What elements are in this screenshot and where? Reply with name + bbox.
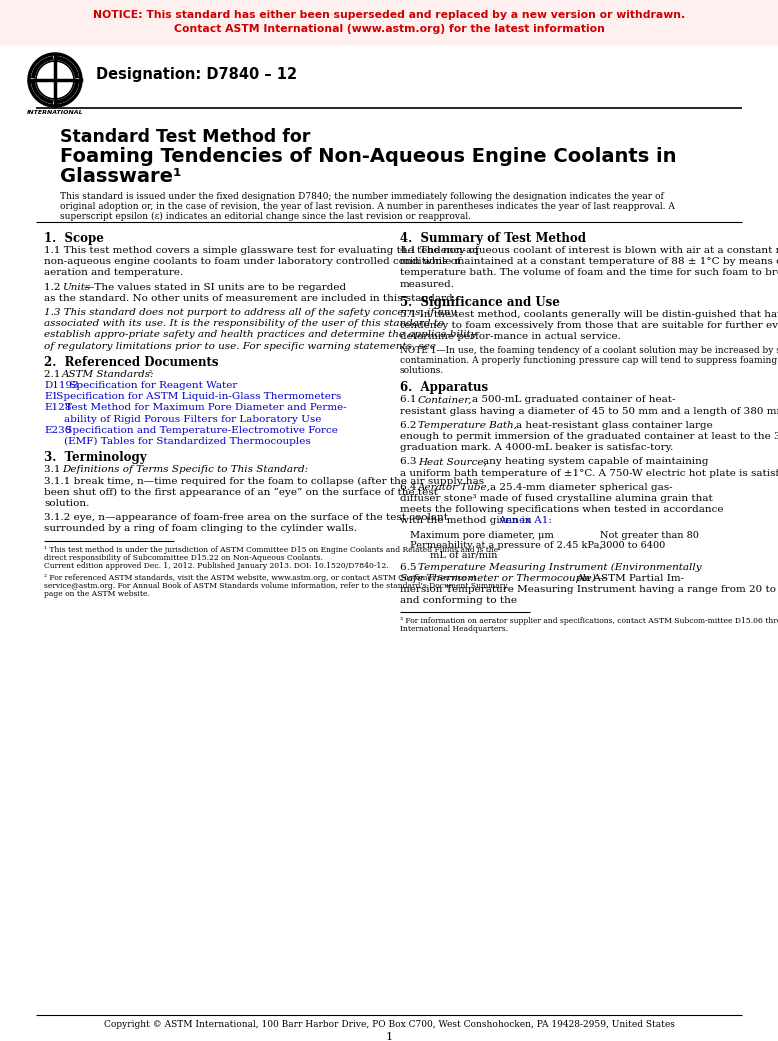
Text: 2.  Referenced Documents: 2. Referenced Documents	[44, 356, 219, 369]
Text: Specification for ASTM Liquid-in-Glass Thermometers: Specification for ASTM Liquid-in-Glass T…	[54, 392, 342, 401]
Text: E1: E1	[44, 392, 58, 401]
Text: D1193: D1193	[44, 381, 79, 390]
Text: 3.1: 3.1	[44, 465, 67, 475]
Text: mersion Temperature Measuring Instrument having a range from 20 to 150°C (0 to 3: mersion Temperature Measuring Instrument…	[400, 585, 778, 594]
Text: 2.1: 2.1	[44, 370, 67, 379]
Text: 4.  Summary of Test Method: 4. Summary of Test Method	[400, 232, 586, 245]
Text: a 500-mL graduated container of heat-: a 500-mL graduated container of heat-	[472, 396, 675, 404]
Text: page on the ASTM website.: page on the ASTM website.	[44, 590, 150, 599]
Text: Aerator Tube,: Aerator Tube,	[418, 483, 491, 491]
Text: NOTE 1—In use, the foaming tendency of a coolant solution may be increased by se: NOTE 1—In use, the foaming tendency of a…	[400, 347, 778, 355]
Text: superscript epsilon (ε) indicates an editorial change since the last revision or: superscript epsilon (ε) indicates an edi…	[60, 212, 471, 221]
Text: been shut off) to the first appearance of an “eye” on the surface of the test: been shut off) to the first appearance o…	[44, 487, 438, 497]
Text: NOTICE: This standard has either been superseded and replaced by a new version o: NOTICE: This standard has either been su…	[93, 10, 685, 20]
Text: 6.4: 6.4	[400, 483, 423, 491]
Text: 1.2: 1.2	[44, 282, 67, 291]
Text: International Headquarters.: International Headquarters.	[400, 626, 508, 633]
Text: solutions.: solutions.	[400, 366, 444, 376]
Text: (EMF) Tables for Standardized Thermocouples: (EMF) Tables for Standardized Thermocoup…	[64, 437, 310, 447]
Text: ²: ²	[149, 370, 152, 378]
Text: original adoption or, in the case of revision, the year of last revision. A numb: original adoption or, in the case of rev…	[60, 202, 675, 211]
Text: 4.1 The non-aqueous coolant of interest is blown with air at a constant rate for: 4.1 The non-aqueous coolant of interest …	[400, 246, 778, 255]
Text: Temperature Measuring Instrument (Environmentally: Temperature Measuring Instrument (Enviro…	[418, 562, 702, 572]
Text: a 25.4-mm diameter spherical gas-: a 25.4-mm diameter spherical gas-	[490, 483, 673, 491]
Text: a uniform bath temperature of ±1°C. A 750-W electric hot plate is satisfactory.: a uniform bath temperature of ±1°C. A 75…	[400, 468, 778, 478]
Text: 6.1: 6.1	[400, 396, 423, 404]
Text: Safe Thermometer or Thermocouple)—: Safe Thermometer or Thermocouple)—	[400, 574, 606, 583]
Text: enough to permit immersion of the graduated container at least to the 350-mL: enough to permit immersion of the gradua…	[400, 432, 778, 441]
Text: solution.: solution.	[44, 499, 89, 508]
Text: of regulatory limitations prior to use. For specific warning statements, see: of regulatory limitations prior to use. …	[44, 341, 436, 351]
Text: Specification and Temperature-Electromotive Force: Specification and Temperature-Electromot…	[61, 426, 338, 435]
Text: ASTM Standards:: ASTM Standards:	[62, 370, 155, 379]
Text: Specification for Reagent Water: Specification for Reagent Water	[66, 381, 237, 390]
Text: and conforming to the: and conforming to the	[400, 596, 517, 605]
Text: 3.1.1 break time, n—time required for the foam to collapse (after the air supply: 3.1.1 break time, n—time required for th…	[44, 477, 484, 485]
Text: 6.5: 6.5	[400, 562, 423, 572]
Text: ¹ This test method is under the jurisdiction of ASTM Committee D15 on Engine Coo: ¹ This test method is under the jurisdic…	[44, 547, 498, 555]
Text: determine perfor‐mance in actual service.: determine perfor‐mance in actual service…	[400, 332, 621, 341]
Text: 1.3 This standard does not purport to address all of the safety concerns, if any: 1.3 This standard does not purport to ad…	[44, 308, 458, 318]
Text: Standard Test Method for: Standard Test Method for	[60, 128, 310, 146]
Text: aeration and temperature.: aeration and temperature.	[44, 269, 184, 277]
Text: An ASTM Partial Im-: An ASTM Partial Im-	[576, 574, 684, 583]
Text: with the method given in: with the method given in	[400, 516, 535, 526]
Text: E128: E128	[44, 404, 72, 412]
Text: Units: Units	[62, 282, 90, 291]
Text: Maximum pore diameter, μm: Maximum pore diameter, μm	[410, 531, 554, 539]
Text: non-aqueous engine coolants to foam under laboratory controlled conditions of: non-aqueous engine coolants to foam unde…	[44, 257, 461, 266]
Text: a heat-resistant glass container large: a heat-resistant glass container large	[516, 421, 713, 430]
Text: Test Method for Maximum Pore Diameter and Perme-: Test Method for Maximum Pore Diameter an…	[61, 404, 346, 412]
Bar	[0, 0, 778, 44]
Text: Contact ASTM International (www.astm.org) for the latest information: Contact ASTM International (www.astm.org…	[173, 24, 605, 34]
Text: establish appro‐priate safety and health practices and determine the applica‐bil: establish appro‐priate safety and health…	[44, 330, 476, 339]
Text: min while maintained at a constant temperature of 88 ± 1°C by means of a suitabl: min while maintained at a constant tempe…	[400, 257, 778, 266]
Text: 5.1 In the test method, coolants generally will be distin‐guished that have a: 5.1 In the test method, coolants general…	[400, 310, 778, 319]
Text: 3.1.2 eye, n—appearance of foam-free area on the surface of the test coolant: 3.1.2 eye, n—appearance of foam-free are…	[44, 513, 448, 522]
Text: 5.  Significance and Use: 5. Significance and Use	[400, 296, 560, 309]
Text: Annex A1:: Annex A1:	[499, 516, 552, 526]
Text: as the standard. No other units of measurement are included in this standard.: as the standard. No other units of measu…	[44, 294, 456, 303]
Text: service@astm.org. For Annual Book of ASTM Standards volume information, refer to: service@astm.org. For Annual Book of AST…	[44, 582, 507, 590]
Text: contamination. A properly functioning pressure cap will tend to suppress foaming: contamination. A properly functioning pr…	[400, 356, 778, 365]
Text: 6.  Apparatus: 6. Apparatus	[400, 381, 488, 395]
Text: surrounded by a ring of foam clinging to the cylinder walls.: surrounded by a ring of foam clinging to…	[44, 525, 357, 533]
Text: ability of Rigid Porous Filters for Laboratory Use: ability of Rigid Porous Filters for Labo…	[64, 414, 321, 424]
Text: Container,: Container,	[418, 396, 472, 404]
Text: 6.2: 6.2	[400, 421, 423, 430]
Text: Heat Source,: Heat Source,	[418, 457, 487, 466]
Text: temperature bath. The volume of foam and the time for such foam to break are: temperature bath. The volume of foam and…	[400, 269, 778, 277]
Text: Copyright © ASTM International, 100 Barr Harbor Drive, PO Box C700, West Conshoh: Copyright © ASTM International, 100 Barr…	[103, 1020, 675, 1029]
Text: 3.  Terminology: 3. Terminology	[44, 451, 146, 464]
Text: Permeability at a pressure of 2.45 kPa,: Permeability at a pressure of 2.45 kPa,	[410, 540, 602, 550]
Text: Glassware¹: Glassware¹	[60, 167, 181, 186]
Text: graduation mark. A 4000-mL beaker is satisfac-tory.: graduation mark. A 4000-mL beaker is sat…	[400, 443, 674, 452]
Text: resistant glass having a diameter of 45 to 50 mm and a length of 380 mm.: resistant glass having a diameter of 45 …	[400, 407, 778, 415]
Text: E230: E230	[44, 426, 72, 435]
Text: 3000 to 6400: 3000 to 6400	[600, 540, 665, 550]
Text: 1.1 This test method covers a simple glassware test for evaluating the tendency : 1.1 This test method covers a simple gla…	[44, 246, 478, 255]
Text: direct responsibility of Subcommittee D15.22 on Non-Aqueous Coolants.: direct responsibility of Subcommittee D1…	[44, 555, 323, 562]
Text: Not greater than 80: Not greater than 80	[600, 531, 699, 539]
Text: Temperature Bath,: Temperature Bath,	[418, 421, 517, 430]
Text: Designation: D7840 – 12: Designation: D7840 – 12	[96, 67, 297, 82]
Text: Current edition approved Dec. 1, 2012. Published January 2013. DOI: 10.1520/D784: Current edition approved Dec. 1, 2012. P…	[44, 562, 389, 570]
Text: tendency to foam excessively from those that are suitable for further evaluation: tendency to foam excessively from those …	[400, 321, 778, 330]
Text: Definitions of Terms Specific to This Standard:: Definitions of Terms Specific to This St…	[62, 465, 308, 475]
Text: diffuser stone³ made of fused crystalline alumina grain that: diffuser stone³ made of fused crystallin…	[400, 494, 713, 503]
Text: ² For referenced ASTM standards, visit the ASTM website, www.astm.org, or contac: ² For referenced ASTM standards, visit t…	[44, 575, 476, 582]
Text: meets the following specifications when tested in accordance: meets the following specifications when …	[400, 505, 724, 514]
Text: associated with its use. It is the responsibility of the user of this standard t: associated with its use. It is the respo…	[44, 320, 444, 328]
Text: —The values stated in SI units are to be regarded: —The values stated in SI units are to be…	[84, 282, 346, 291]
Text: ³ For information on aerator supplier and specifications, contact ASTM Subcom-mi: ³ For information on aerator supplier an…	[400, 617, 778, 626]
Text: mL of air/min: mL of air/min	[430, 551, 497, 560]
Text: Foaming Tendencies of Non-Aqueous Engine Coolants in: Foaming Tendencies of Non-Aqueous Engine…	[60, 147, 677, 166]
Text: This standard is issued under the fixed designation D7840; the number immediatel: This standard is issued under the fixed …	[60, 192, 664, 201]
Text: INTERNATIONAL: INTERNATIONAL	[26, 110, 83, 115]
Text: measured.: measured.	[400, 280, 455, 288]
Text: 1: 1	[385, 1032, 393, 1041]
Text: any heating system capable of maintaining: any heating system capable of maintainin…	[483, 457, 709, 466]
Text: 6.3: 6.3	[400, 457, 423, 466]
Text: 1.  Scope: 1. Scope	[44, 232, 104, 245]
